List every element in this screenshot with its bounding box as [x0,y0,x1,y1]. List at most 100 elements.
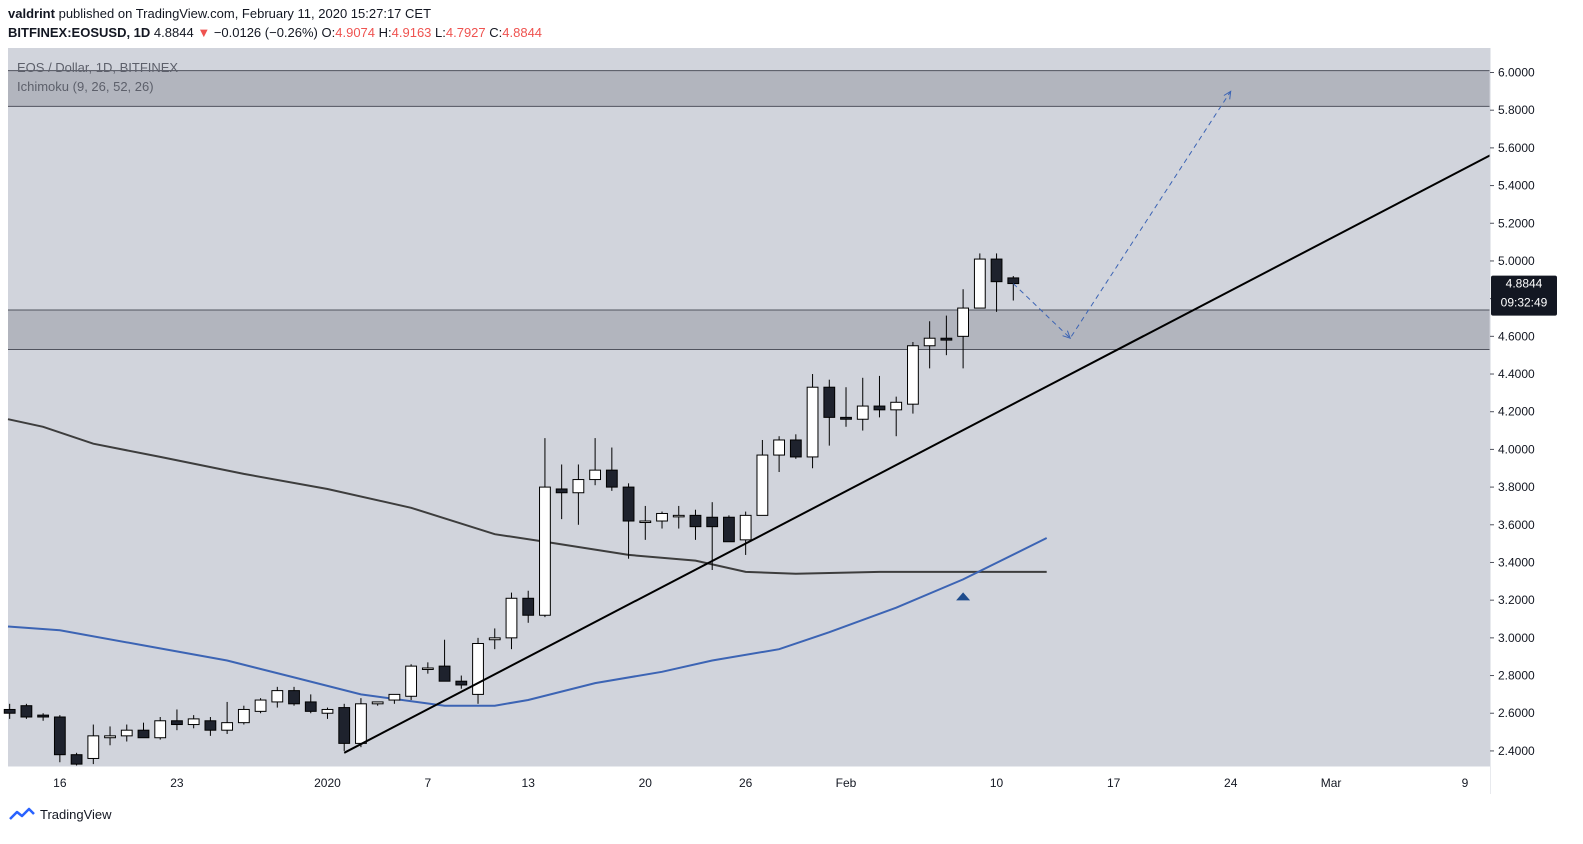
candle-25[interactable] [421,662,434,674]
candle-29[interactable] [488,628,501,650]
candle-42[interactable] [706,502,719,571]
candle-body [990,258,1003,283]
candle-body [87,735,100,759]
candle-body [706,516,719,528]
candle-19[interactable] [321,707,334,719]
projection-arrowhead-up-icon [1223,90,1232,100]
candle-40[interactable] [672,505,685,529]
publish-info: valdrint published on TradingView.com, F… [8,6,431,21]
candle-33[interactable] [555,464,568,520]
moving-average-blue-line[interactable] [7,537,1048,707]
candle-32[interactable] [539,438,551,618]
candle-47[interactable] [789,434,802,459]
time-axis[interactable] [8,766,1490,794]
candle-24[interactable] [405,664,418,701]
projection-arrowhead-down-icon [1062,330,1072,340]
chart-legend-title[interactable]: EOS / Dollar, 1D, BITFINEX [17,60,179,75]
candle-6[interactable] [104,726,116,746]
candle-body [923,337,936,347]
candle-52[interactable] [873,375,886,418]
candle-58[interactable] [973,253,986,309]
candle-body [873,405,886,411]
candle-body [773,439,786,456]
candle-27[interactable] [455,675,468,689]
candle-body [823,386,836,418]
candle-48[interactable] [806,374,819,469]
candle-body [840,416,852,420]
zone-rect-1[interactable] [8,309,1490,350]
candle-12[interactable] [204,717,217,736]
candle-10[interactable] [171,709,183,731]
candle-16[interactable] [271,686,284,708]
candle-7[interactable] [120,724,133,742]
candle-41[interactable] [689,509,702,540]
candle-38[interactable] [639,505,652,540]
candle-26[interactable] [438,639,451,682]
footer-brand[interactable]: TradingView [8,806,112,822]
price-badge-background [1491,275,1557,316]
candle-44[interactable] [739,511,752,555]
trend-line[interactable] [343,154,1491,754]
price-badge-value: 4.8844 [1506,277,1543,291]
moving-average-dark-line[interactable] [7,418,1047,575]
candle-28[interactable] [472,637,484,704]
x-tick-label: Mar [1321,776,1342,790]
candle-3[interactable] [53,715,66,763]
candle-37[interactable] [622,483,635,559]
candle-14[interactable] [237,705,250,725]
candle-22[interactable] [371,701,384,706]
candle-21[interactable] [355,698,367,748]
candle-body [472,643,484,695]
candle-45[interactable] [756,439,769,516]
tradingview-logo-icon [9,807,35,820]
candle-30[interactable] [505,592,518,650]
candle-13[interactable] [221,701,234,734]
candle-body [438,665,451,682]
candle-8[interactable] [137,722,150,739]
candle-4[interactable] [70,752,83,766]
x-tick-label: 23 [170,776,184,790]
indicator-legend[interactable]: Ichimoku (9, 26, 52, 26) [17,79,154,94]
price-axis[interactable] [1490,48,1560,766]
candle-39[interactable] [656,511,668,529]
candle-body [187,718,200,726]
candle-49[interactable] [823,379,836,446]
candle-31[interactable] [522,590,535,623]
candle-50[interactable] [840,387,852,427]
candle-2[interactable] [37,713,50,721]
candle-34[interactable] [572,464,585,525]
plot-area[interactable] [8,48,1490,766]
candle-53[interactable] [890,396,903,437]
candle-35[interactable] [589,438,602,486]
candle-15[interactable] [254,698,267,714]
candle-body [806,386,819,458]
candle-55[interactable] [923,321,936,369]
candle-body [555,488,568,494]
candle-9[interactable] [154,717,167,740]
candle-18[interactable] [304,694,317,714]
candle-body [154,720,167,739]
candle-36[interactable] [605,447,618,491]
candle-20[interactable] [338,703,351,751]
candle-5[interactable] [87,724,100,765]
candle-23[interactable] [388,693,401,704]
candle-60[interactable] [1007,276,1020,301]
candle-11[interactable] [187,715,200,729]
y-tick-label: 6.0000 [1498,65,1535,79]
candle-0[interactable] [3,703,16,719]
candle-body [890,401,903,411]
candle-59[interactable] [990,253,1003,312]
candle-54[interactable] [907,341,919,414]
candle-51[interactable] [856,377,869,431]
candle-1[interactable] [20,703,33,719]
zone-rect-0[interactable] [8,70,1490,107]
author-name[interactable]: valdrint [8,6,55,21]
candle-body [321,708,334,714]
candle-46[interactable] [773,436,786,473]
y-tick-label: 3.4000 [1498,555,1535,569]
candle-17[interactable] [288,686,300,706]
candle-43[interactable] [723,515,735,543]
candle-56[interactable] [940,315,953,356]
candle-57[interactable] [957,289,970,369]
